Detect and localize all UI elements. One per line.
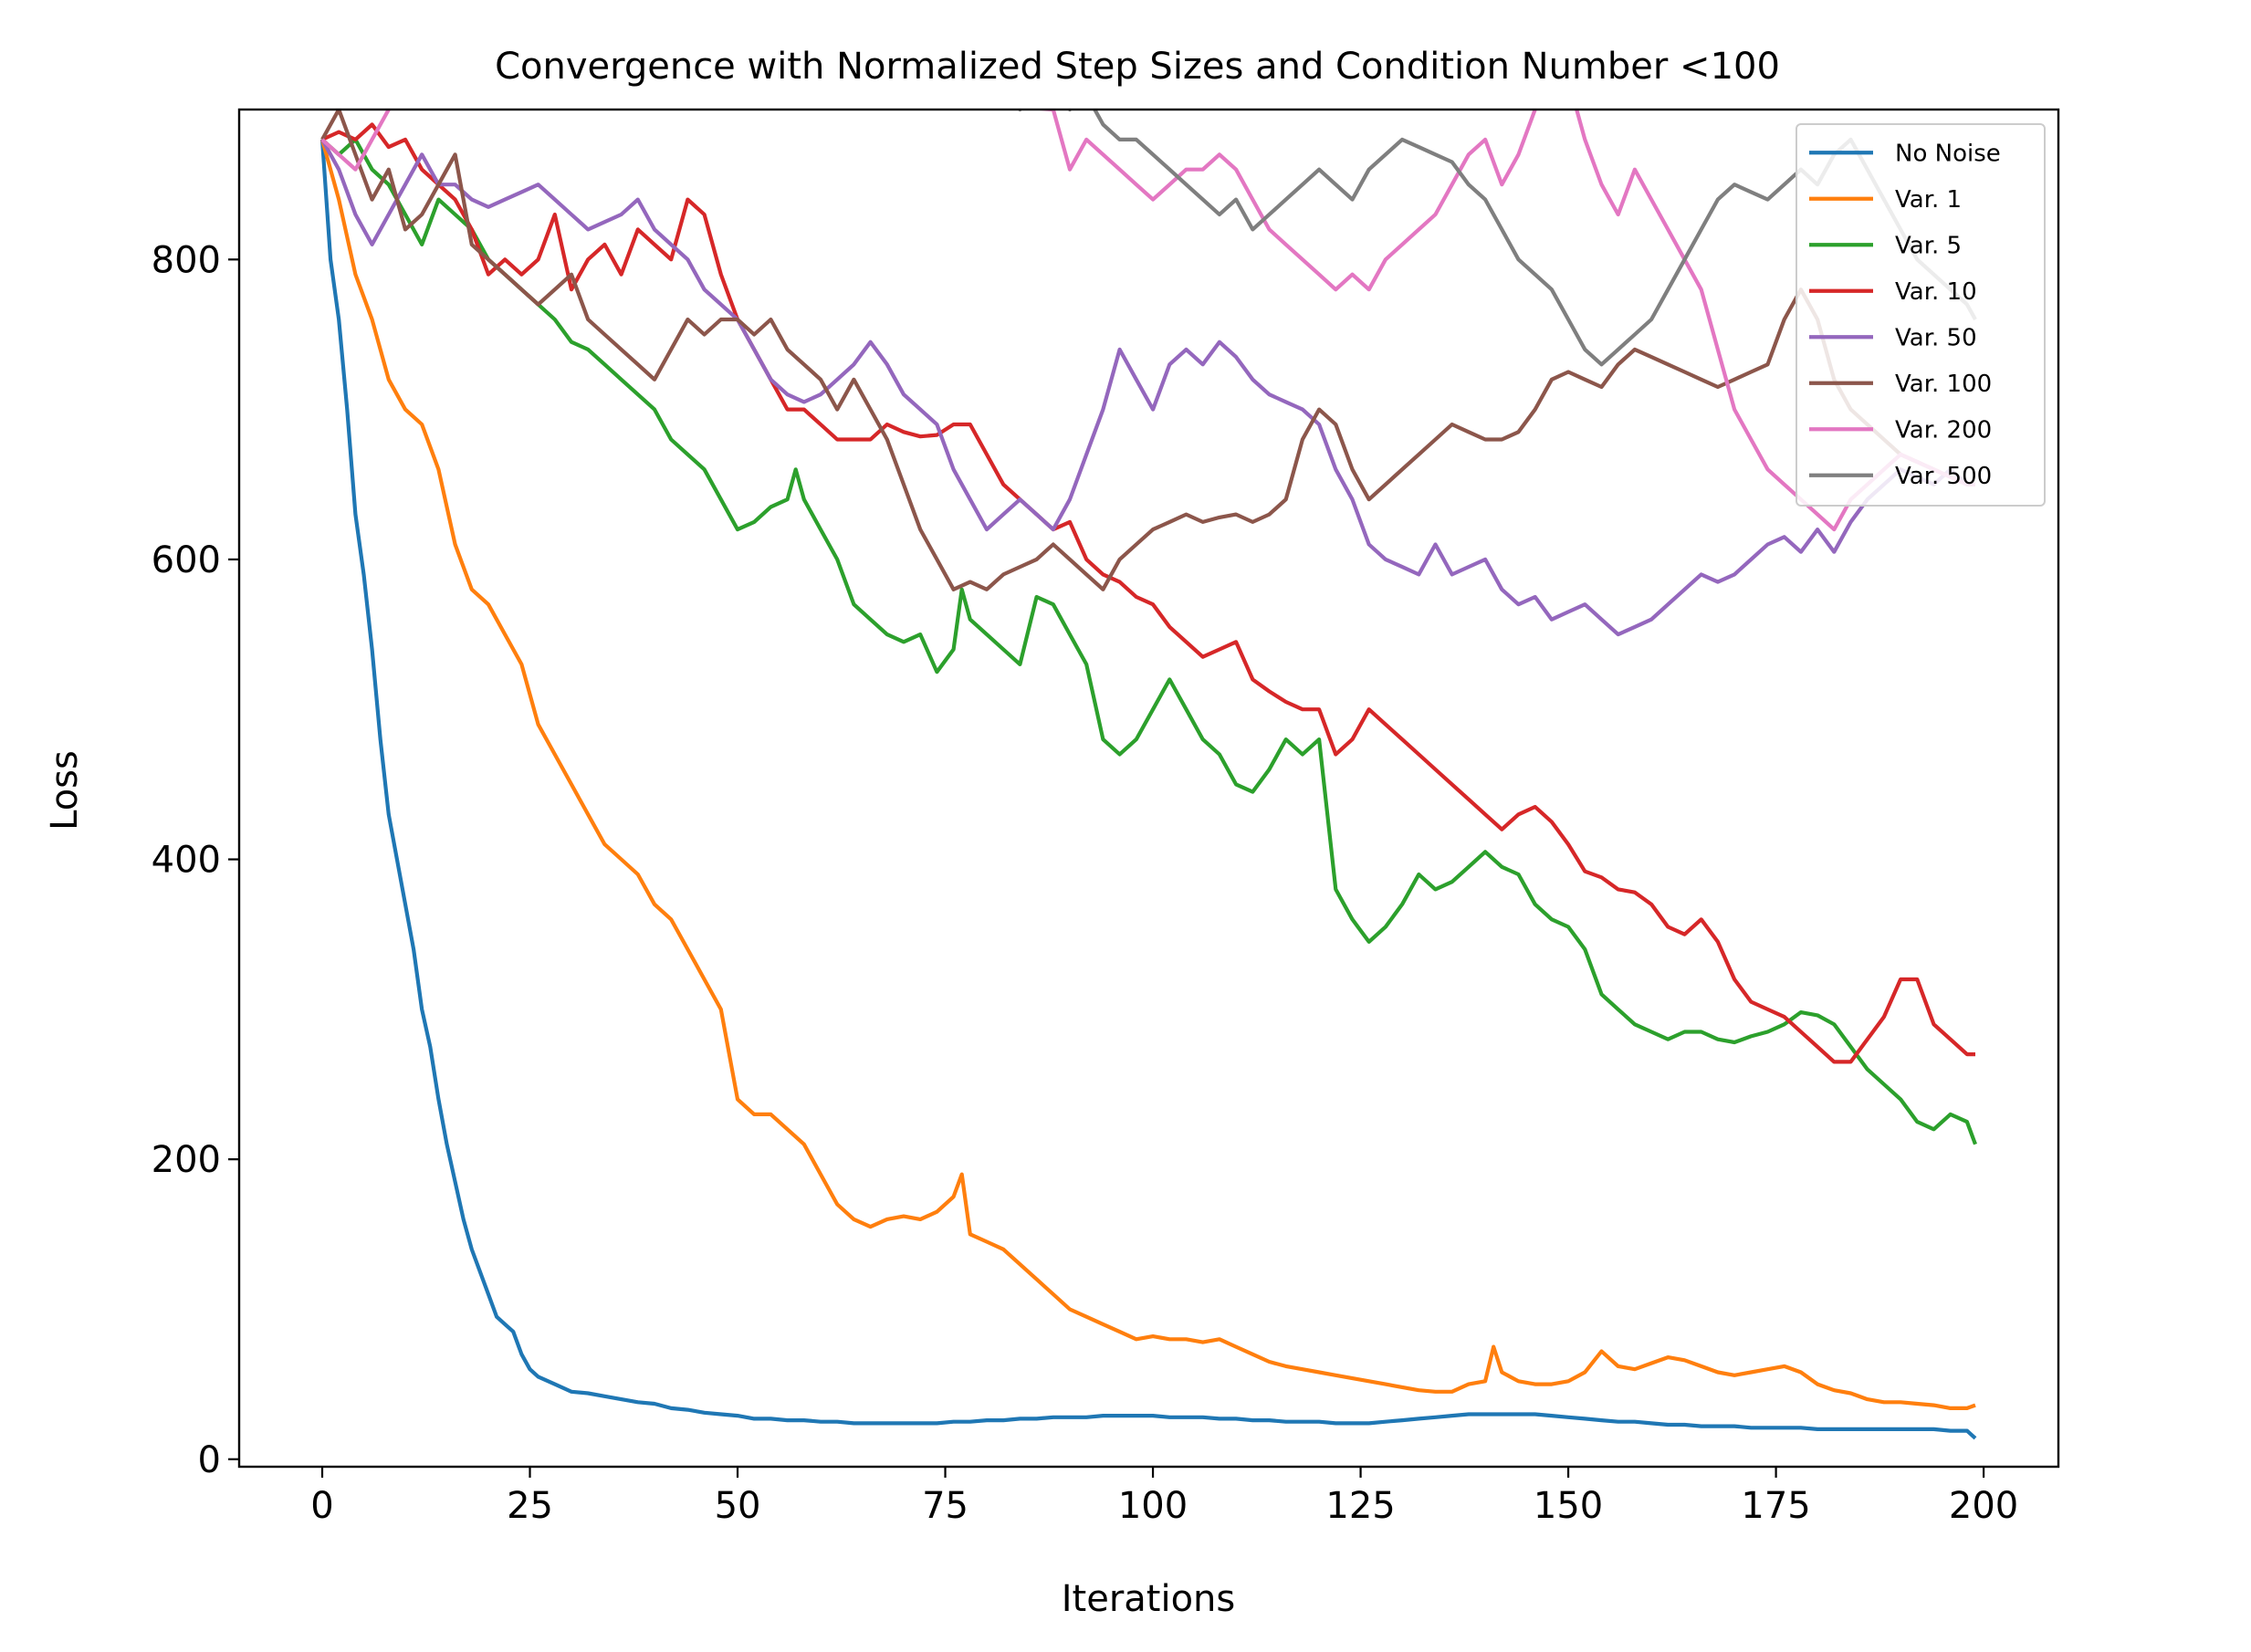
legend-label-7: Var. 500 xyxy=(1895,463,1992,490)
y-tick-label: 600 xyxy=(152,539,221,581)
series-line-5 xyxy=(320,110,1975,591)
y-axis-label: Loss xyxy=(44,750,86,831)
legend-label-6: Var. 200 xyxy=(1895,416,1992,444)
series-line-6 xyxy=(320,110,1975,532)
plot-frame xyxy=(237,108,2060,1469)
legend-label-4: Var. 50 xyxy=(1895,324,1977,351)
y-tick-label: 400 xyxy=(152,840,221,882)
y-tick-label: 800 xyxy=(152,239,221,281)
series-line-1 xyxy=(319,139,1976,1410)
x-tick-label: 200 xyxy=(1949,1485,2018,1527)
legend-label-1: Var. 1 xyxy=(1895,186,1962,214)
legend: No Noise Var. 1 Var. 5 Var. 10 Var. 50 Var. 1… xyxy=(1796,123,2046,507)
y-tick-label: 0 xyxy=(198,1439,221,1481)
x-tick-label: 0 xyxy=(310,1485,333,1527)
legend-label-5: Var. 100 xyxy=(1895,371,1992,398)
x-axis-label: Iterations xyxy=(1062,1578,1236,1620)
x-tick-label: 150 xyxy=(1534,1485,1603,1527)
series-line-0 xyxy=(319,139,1977,1440)
series-line-2 xyxy=(320,137,1977,1145)
legend-box xyxy=(1796,123,2046,507)
legend-label-2: Var. 5 xyxy=(1895,232,1962,259)
x-tick-label: 100 xyxy=(1118,1485,1188,1527)
series-line-4 xyxy=(320,138,1975,637)
x-tick-label: 50 xyxy=(715,1485,761,1527)
x-tick-label: 125 xyxy=(1325,1485,1395,1527)
series-layer xyxy=(319,110,1977,1440)
x-tick-label: 25 xyxy=(507,1485,553,1527)
x-tick-label: 75 xyxy=(922,1485,968,1527)
y-tick-label: 200 xyxy=(152,1139,221,1181)
series-line-3 xyxy=(321,122,1975,1064)
legend-label-3: Var. 10 xyxy=(1895,278,1977,306)
legend-label-0: No Noise xyxy=(1895,140,2001,167)
x-tick-label: 175 xyxy=(1741,1485,1810,1527)
axes-layer: 0 25 50 75 100 125 150 175 200 0 200 400 600 800 xyxy=(152,108,2060,1527)
chart-title: Convergence with Normalized Step Sizes a… xyxy=(495,46,1780,88)
